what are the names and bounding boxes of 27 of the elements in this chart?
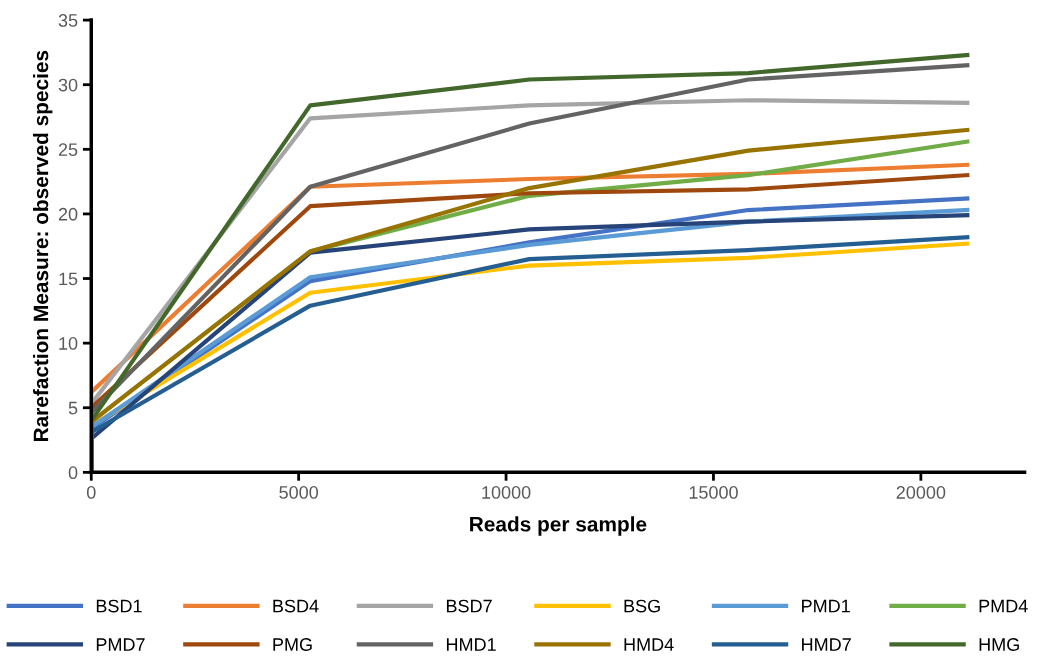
- y-tick-label: 15: [59, 272, 78, 286]
- legend-label: PMG: [273, 638, 312, 651]
- y-tick-label: 35: [58, 14, 78, 27]
- y-tick-label: 0: [68, 466, 78, 480]
- y-tick-label: 30: [58, 78, 78, 92]
- x-tick-label: 10000: [482, 486, 531, 499]
- legend-label: PMD4: [979, 599, 1028, 613]
- y-tick-label: 10: [59, 337, 78, 350]
- x-tick-label: 0: [86, 486, 96, 499]
- y-tick-label: 5: [68, 401, 78, 415]
- x-tick-label: 5000: [279, 486, 319, 499]
- legend-label: HMD1: [446, 638, 496, 651]
- y-axis-title: Rarefaction Measure: observed species: [33, 50, 53, 442]
- y-tick-label: 25: [58, 143, 78, 157]
- y-tick-label: 20: [58, 207, 78, 221]
- x-axis-title: Reads per sample: [470, 516, 647, 536]
- legend-label: PMD1: [802, 599, 850, 613]
- legend-label: PMD7: [96, 638, 145, 651]
- legend-label: HMG: [979, 638, 1019, 651]
- legend-label: BSG: [624, 599, 660, 613]
- x-tick-label: 20000: [896, 486, 946, 499]
- legend-label: BSD1: [96, 599, 142, 613]
- legend-label: BSD7: [446, 599, 492, 613]
- x-tick-label: 15000: [689, 486, 738, 499]
- legend-label: HMD4: [624, 638, 674, 651]
- legend-label: BSD4: [273, 599, 319, 613]
- legend-label: HMD7: [802, 638, 851, 651]
